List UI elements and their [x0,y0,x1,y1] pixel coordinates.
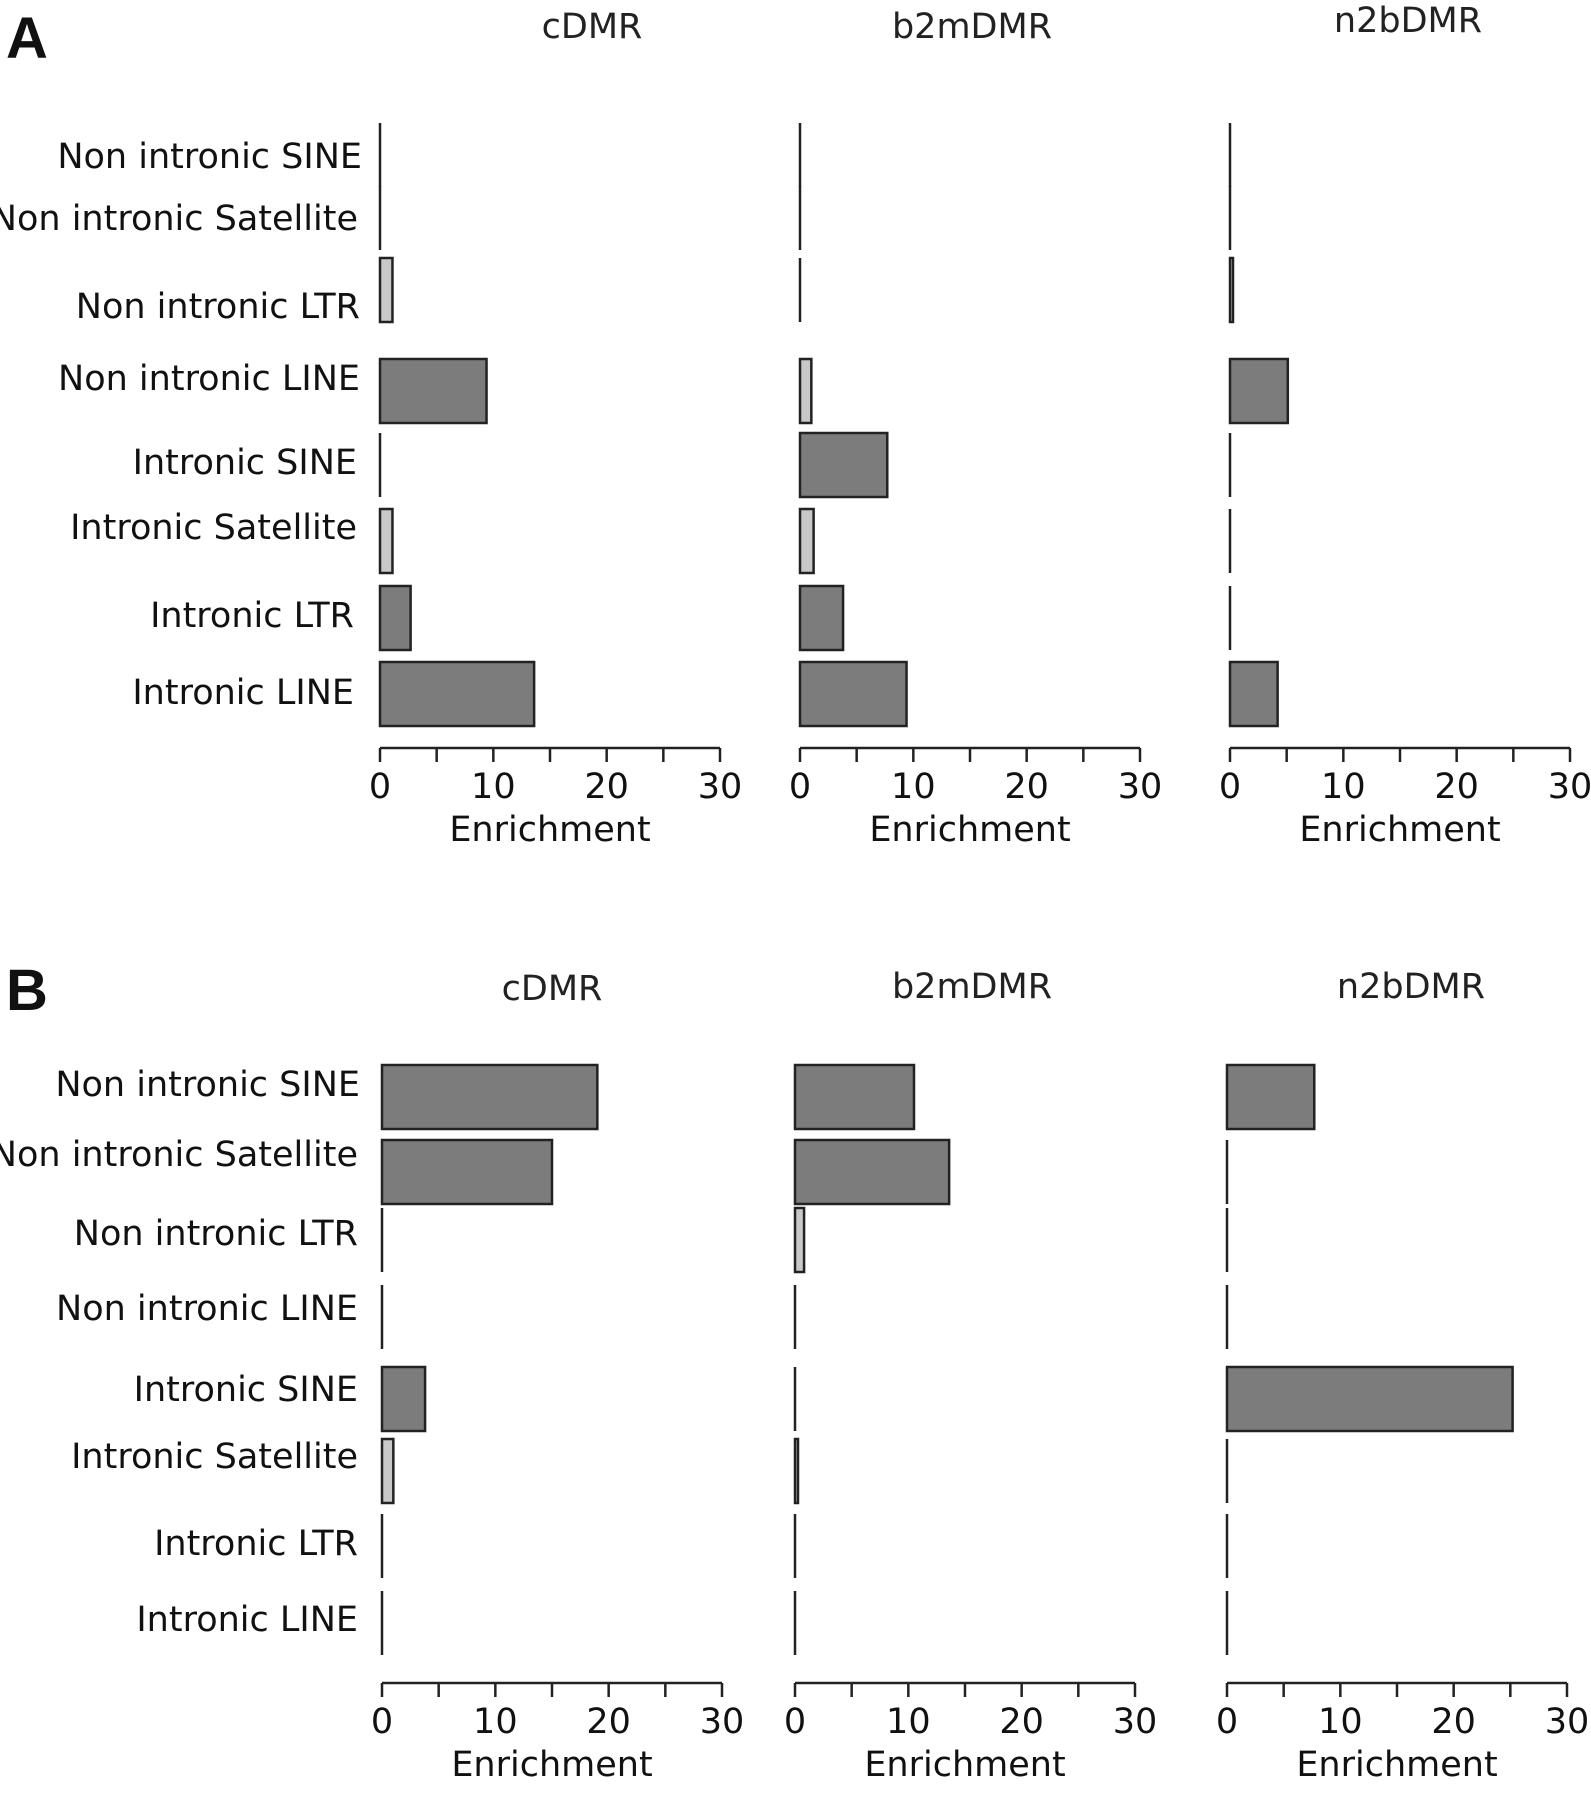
chart-a-b2mdmr: b2mDMR 0 10 20 30 Enrichment [789,7,1162,850]
bar [1225,1063,1316,1131]
x-tick-label: 0 [784,1702,806,1742]
x-tick-label: 30 [1118,767,1163,807]
category-label: Intronic LTR [154,1524,358,1564]
x-tick-label: 10 [1321,767,1366,807]
bar [378,357,488,425]
x-tick-label: 10 [886,1702,931,1742]
bar [798,357,813,425]
category-label: Intronic Satellite [70,508,357,548]
chart-b-b2mdmr: b2mDMR 0 10 20 30 Enrichment [784,967,1157,1785]
bar [380,1365,427,1433]
x-tick-label: 0 [1216,1702,1238,1742]
bar [380,1063,599,1131]
category-labels-panel-a: Non intronic SINE Non intronic Satellite… [0,137,362,713]
x-axis-label: Enrichment [1296,1745,1497,1785]
bar [380,1437,395,1505]
x-tick-label: 0 [1219,767,1241,807]
bar [793,1138,951,1206]
charts: cDMR 0 10 20 30 Enrichment b2mDMR 0 10 20 30 Enrich… [369,1,1591,1785]
panel-letter-a: A [6,6,48,71]
x-tick-label: 10 [1318,1702,1363,1742]
bar [380,1138,554,1206]
x-tick-label: 20 [1004,767,1049,807]
x-tick-label: 20 [586,1702,631,1742]
chart-a-n2bdmr: n2bDMR 0 10 20 30 Enrichment [1219,1,1591,850]
x-tick-label: 30 [698,767,743,807]
category-labels-panel-b: Non intronic SINE Non intronic Satellite… [0,1065,360,1640]
category-label: Intronic Satellite [71,1437,358,1477]
category-label: Intronic SINE [134,1370,358,1410]
panel-letter-b: B [6,958,48,1023]
x-axis-label: Enrichment [451,1745,652,1785]
x-axis-label: Enrichment [864,1745,1065,1785]
bar [793,1063,916,1131]
chart-title: n2bDMR [1337,967,1485,1007]
category-label: Non intronic LTR [76,287,360,327]
x-tick-label: 10 [891,767,936,807]
x-axis-label: Enrichment [1299,810,1500,850]
bar [378,256,394,324]
x-tick-label: 0 [369,767,391,807]
bar [798,507,815,575]
category-label: Non intronic SINE [55,1065,360,1105]
x-tick-label: 30 [1113,1702,1158,1742]
x-axis-label: Enrichment [869,810,1070,850]
bar [378,660,536,728]
bar [1228,256,1235,324]
category-label: Non intronic LINE [58,359,360,399]
x-tick-label: 30 [1545,1702,1590,1742]
x-tick-label: 20 [584,767,629,807]
category-label: Intronic LINE [132,673,354,713]
bar [798,660,908,728]
chart-title: b2mDMR [892,7,1052,47]
bar [378,584,412,652]
chart-b-cdmr: cDMR 0 10 20 30 Enrichment [371,969,744,1785]
bar [793,1437,800,1505]
chart-b-n2bdmr: n2bDMR 0 10 20 30 Enrichment [1216,967,1589,1785]
bar [1228,357,1290,425]
bar [798,431,889,499]
x-tick-label: 20 [1431,1702,1476,1742]
chart-title: n2bDMR [1334,1,1482,41]
category-label: Non intronic LTR [74,1214,358,1254]
category-label: Non intronic SINE [57,137,362,177]
category-label: Intronic LTR [150,596,354,636]
x-tick-label: 20 [999,1702,1044,1742]
bar [1225,1365,1514,1433]
x-tick-label: 30 [700,1702,745,1742]
bar [1228,660,1279,728]
x-axis-label: Enrichment [449,810,650,850]
category-label: Non intronic LINE [56,1289,358,1329]
chart-title: cDMR [502,969,603,1009]
bar [378,507,394,575]
chart-title: b2mDMR [892,967,1052,1007]
chart-a-cdmr: cDMR 0 10 20 30 Enrichment [369,7,742,850]
category-label: Non intronic Satellite [0,199,358,239]
chart-title: cDMR [542,7,643,47]
x-tick-label: 10 [473,1702,518,1742]
category-label: Intronic LINE [136,1600,358,1640]
bar [793,1206,806,1274]
category-label: Non intronic Satellite [0,1135,358,1175]
bar [798,584,845,652]
x-tick-label: 0 [789,767,811,807]
x-tick-label: 0 [371,1702,393,1742]
x-tick-label: 10 [471,767,516,807]
x-tick-label: 20 [1434,767,1479,807]
category-label: Intronic SINE [133,443,357,483]
x-tick-label: 30 [1548,767,1591,807]
